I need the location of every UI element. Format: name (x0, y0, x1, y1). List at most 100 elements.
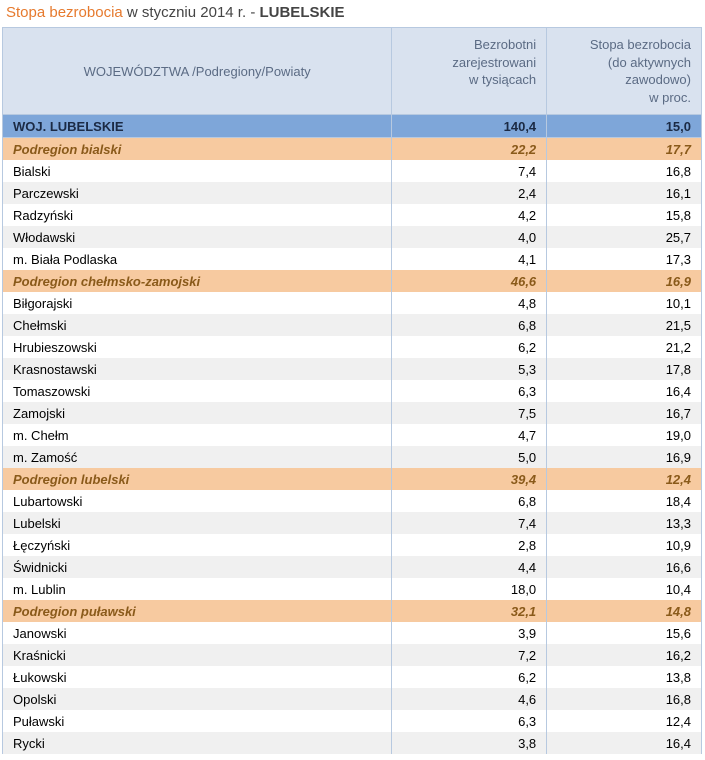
unemployment-table: WOJEWÓDZTWA /Podregiony/Powiaty Bezrobot… (2, 27, 702, 754)
cell-registered: 7,4 (392, 512, 547, 534)
col3-line3: w proc. (557, 89, 691, 107)
cell-registered: 7,5 (392, 402, 547, 424)
cell-registered: 22,2 (392, 138, 547, 161)
cell-name: m. Zamość (3, 446, 392, 468)
table-row: Puławski6,312,4 (3, 710, 702, 732)
cell-registered: 6,3 (392, 710, 547, 732)
cell-rate: 17,3 (547, 248, 702, 270)
cell-name: Chełmski (3, 314, 392, 336)
cell-registered: 4,2 (392, 204, 547, 226)
cell-rate: 15,8 (547, 204, 702, 226)
cell-registered: 6,2 (392, 336, 547, 358)
cell-registered: 4,6 (392, 688, 547, 710)
table-row: Łęczyński2,810,9 (3, 534, 702, 556)
cell-registered: 6,2 (392, 666, 547, 688)
cell-rate: 25,7 (547, 226, 702, 248)
table-row: m. Biała Podlaska4,117,3 (3, 248, 702, 270)
table-row: Chełmski6,821,5 (3, 314, 702, 336)
table-row: Świdnicki4,416,6 (3, 556, 702, 578)
title-part1: Stopa bezrobocia (6, 4, 123, 21)
table-row: Kraśnicki7,216,2 (3, 644, 702, 666)
cell-rate: 16,9 (547, 446, 702, 468)
cell-registered: 140,4 (392, 115, 547, 138)
cell-rate: 21,2 (547, 336, 702, 358)
cell-registered: 4,0 (392, 226, 547, 248)
cell-rate: 15,0 (547, 115, 702, 138)
cell-registered: 7,4 (392, 160, 547, 182)
cell-name: Łukowski (3, 666, 392, 688)
cell-registered: 7,2 (392, 644, 547, 666)
cell-registered: 4,7 (392, 424, 547, 446)
table-row: Tomaszowski6,316,4 (3, 380, 702, 402)
cell-name: Radzyński (3, 204, 392, 226)
cell-rate: 10,9 (547, 534, 702, 556)
table-row: Włodawski4,025,7 (3, 226, 702, 248)
table-row: m. Zamość5,016,9 (3, 446, 702, 468)
cell-rate: 13,3 (547, 512, 702, 534)
col-header-rate: Stopa bezrobocia (do aktywnych zawodowo)… (547, 28, 702, 115)
cell-rate: 17,7 (547, 138, 702, 161)
cell-name: Puławski (3, 710, 392, 732)
table-row: m. Lublin18,010,4 (3, 578, 702, 600)
table-row: Bialski7,416,8 (3, 160, 702, 182)
cell-rate: 16,2 (547, 644, 702, 666)
table-row: Łukowski6,213,8 (3, 666, 702, 688)
cell-rate: 16,8 (547, 160, 702, 182)
cell-name: Podregion bialski (3, 138, 392, 161)
col-header-registered: Bezrobotni zarejestrowani w tysiącach (392, 28, 547, 115)
col3-line1: Stopa bezrobocia (557, 36, 691, 54)
cell-registered: 4,8 (392, 292, 547, 314)
cell-registered: 6,3 (392, 380, 547, 402)
cell-name: WOJ. LUBELSKIE (3, 115, 392, 138)
col2-line2: zarejestrowani (402, 54, 536, 72)
table-row: Hrubieszowski6,221,2 (3, 336, 702, 358)
cell-name: Janowski (3, 622, 392, 644)
cell-rate: 12,4 (547, 468, 702, 490)
cell-registered: 5,0 (392, 446, 547, 468)
table-row: Lubelski7,413,3 (3, 512, 702, 534)
table-row: Radzyński4,215,8 (3, 204, 702, 226)
cell-name: Podregion lubelski (3, 468, 392, 490)
col2-line3: w tysiącach (402, 71, 536, 89)
cell-registered: 32,1 (392, 600, 547, 622)
cell-registered: 4,4 (392, 556, 547, 578)
table-body: WOJ. LUBELSKIE140,415,0Podregion bialski… (3, 115, 702, 755)
cell-registered: 6,8 (392, 490, 547, 512)
cell-registered: 39,4 (392, 468, 547, 490)
cell-name: Kraśnicki (3, 644, 392, 666)
cell-name: Krasnostawski (3, 358, 392, 380)
cell-registered: 2,4 (392, 182, 547, 204)
col-header-name: WOJEWÓDZTWA /Podregiony/Powiaty (3, 28, 392, 115)
cell-name: Rycki (3, 732, 392, 754)
cell-name: Biłgorajski (3, 292, 392, 314)
table-row: Podregion chełmsko-zamojski46,616,9 (3, 270, 702, 292)
table-row: Krasnostawski5,317,8 (3, 358, 702, 380)
cell-rate: 21,5 (547, 314, 702, 336)
cell-rate: 16,7 (547, 402, 702, 424)
cell-name: Lubelski (3, 512, 392, 534)
col3-line2: (do aktywnych zawodowo) (557, 54, 691, 89)
table-row: Biłgorajski4,810,1 (3, 292, 702, 314)
cell-name: m. Biała Podlaska (3, 248, 392, 270)
cell-rate: 12,4 (547, 710, 702, 732)
table-row: Opolski4,616,8 (3, 688, 702, 710)
cell-name: Świdnicki (3, 556, 392, 578)
cell-name: Lubartowski (3, 490, 392, 512)
table-row: Zamojski7,516,7 (3, 402, 702, 424)
page-title: Stopa bezrobocia w styczniu 2014 r. - LU… (0, 0, 705, 27)
cell-name: Bialski (3, 160, 392, 182)
cell-rate: 16,9 (547, 270, 702, 292)
cell-name: Włodawski (3, 226, 392, 248)
cell-rate: 16,1 (547, 182, 702, 204)
cell-name: Parczewski (3, 182, 392, 204)
cell-registered: 3,9 (392, 622, 547, 644)
cell-registered: 4,1 (392, 248, 547, 270)
cell-rate: 10,1 (547, 292, 702, 314)
cell-rate: 16,4 (547, 732, 702, 754)
cell-name: Podregion chełmsko-zamojski (3, 270, 392, 292)
cell-registered: 46,6 (392, 270, 547, 292)
cell-registered: 18,0 (392, 578, 547, 600)
table-row: Podregion bialski22,217,7 (3, 138, 702, 161)
cell-rate: 18,4 (547, 490, 702, 512)
cell-rate: 16,4 (547, 380, 702, 402)
